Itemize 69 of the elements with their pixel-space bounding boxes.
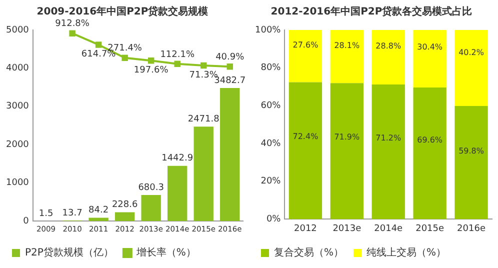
legend-label: P2P贷款规模（亿） (25, 246, 114, 259)
data-label: 59.8% (458, 146, 484, 156)
y-tick-label: 0 (23, 216, 30, 226)
y-tick-label: 60% (260, 101, 282, 112)
x-tick-label: 2014e (374, 224, 404, 234)
x-tick-label: 2016e (457, 224, 486, 234)
bar (288, 82, 322, 220)
bar (141, 195, 161, 221)
bar (220, 88, 240, 221)
y-tick-label: 2000 (6, 140, 30, 150)
data-label: 84.2 (88, 206, 109, 216)
bar (372, 84, 405, 220)
y-tick-label: 100% (254, 25, 282, 36)
bar (330, 30, 364, 84)
legend-label: 纯线上交易（%） (366, 246, 446, 259)
bar (114, 212, 135, 221)
bar (288, 30, 322, 82)
data-label: 197.6% (134, 65, 169, 76)
y-tick-label: 40% (260, 138, 282, 149)
point (69, 30, 76, 36)
bar (194, 126, 214, 221)
data-label: 69.6% (417, 135, 443, 144)
data-label: 71.2% (376, 133, 402, 142)
y-tick-label: 1000 (6, 178, 30, 188)
point (200, 62, 207, 69)
point (148, 58, 154, 64)
x-tick-label: 2015e (416, 224, 444, 234)
data-label: 228.6 (112, 200, 138, 210)
x-tick-label: 2013e (332, 224, 362, 234)
point (174, 60, 180, 68)
data-label: 40.2% (458, 48, 484, 57)
data-label: 72.4% (292, 132, 319, 142)
bar (413, 88, 446, 220)
bar (167, 166, 188, 221)
bar (454, 106, 488, 220)
data-label: 2471.8 (188, 114, 220, 124)
data-label: 1442.9 (162, 154, 194, 164)
data-label: 28.1% (334, 41, 360, 50)
data-label: 28.8% (376, 41, 402, 50)
chart-title: 2012-2016年中国P2P贷款各交易模式占比 (270, 6, 472, 18)
data-label: 27.6% (292, 40, 319, 50)
legend-label: 复合交易（%） (274, 246, 344, 259)
x-tick-label: 2012 (294, 224, 317, 234)
bar (330, 83, 364, 220)
data-label: 614.7% (81, 50, 116, 60)
data-label: 680.3 (138, 182, 164, 193)
data-label: 1.5 (38, 208, 54, 219)
y-tick-label: 0% (266, 214, 282, 225)
bar (372, 30, 405, 84)
bar (413, 30, 446, 88)
y-tick-label: 5000 (6, 25, 30, 36)
data-label: 3482.7 (214, 76, 246, 86)
y-tick-label: 3000 (6, 102, 30, 112)
data-label: 71.9% (334, 132, 360, 142)
y-tick-label: 4000 (6, 64, 30, 74)
data-label: 13.7 (62, 208, 82, 218)
y-tick-label: 20% (260, 176, 282, 187)
bar (88, 218, 108, 221)
data-label: 30.4% (417, 42, 443, 52)
data-label: 112.1% (160, 50, 195, 60)
point (95, 42, 102, 48)
y-tick-label: 80% (260, 63, 282, 74)
chart-title: 2009-2016年中国P2P贷款交易规模 (36, 6, 210, 18)
legend-label: 增长率（%） (135, 246, 196, 259)
data-label: 40.9% (216, 52, 245, 62)
bar (454, 30, 488, 106)
point (226, 64, 233, 70)
data-label: 912.8% (55, 19, 90, 30)
point (122, 54, 128, 61)
